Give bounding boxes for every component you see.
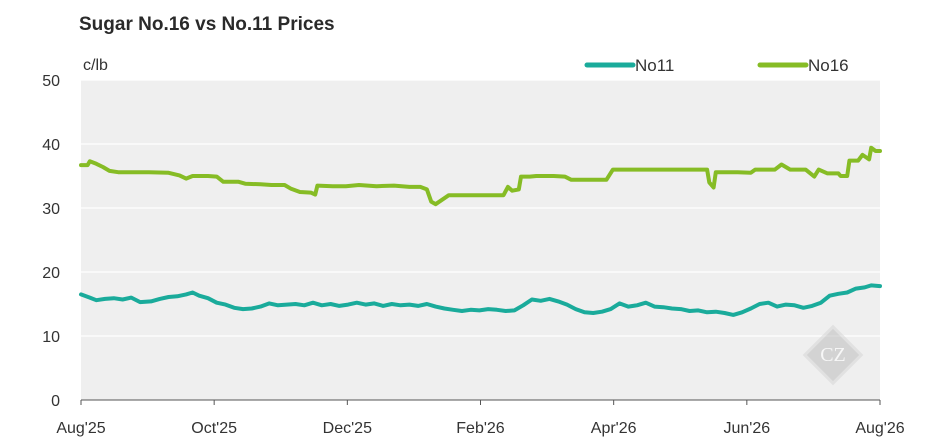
y-tick-label: 50 xyxy=(42,73,60,90)
cz-logo-watermark: CZ xyxy=(802,324,864,386)
x-tick-label: Oct'25 xyxy=(191,420,237,437)
chart-title: Sugar No.16 vs No.11 Prices xyxy=(79,14,335,35)
x-tick-label: Jun'26 xyxy=(724,420,771,437)
legend: No11 No16 xyxy=(584,56,849,75)
x-tick-label: Aug'25 xyxy=(56,420,105,437)
y-tick-label: 30 xyxy=(42,201,60,218)
series-lines xyxy=(79,145,882,317)
y-tick-label: 40 xyxy=(42,137,60,154)
x-tick-label: Dec'25 xyxy=(323,420,372,437)
series-line-no11 xyxy=(79,283,882,317)
y-tick-label: 0 xyxy=(51,393,60,410)
y-tick-label: 10 xyxy=(42,329,60,346)
svg-text:CZ: CZ xyxy=(820,344,846,366)
x-tick-label: Aug'26 xyxy=(855,420,904,437)
series-line-no16 xyxy=(79,145,882,207)
legend-label-no16: No16 xyxy=(808,56,849,75)
plot-background xyxy=(81,80,880,400)
gridlines xyxy=(81,79,880,337)
legend-label-no11: No11 xyxy=(635,56,674,75)
y-tick-label: 20 xyxy=(42,265,60,282)
axes: 0 10 20 30 40 50 Aug'25 Oct'25 Dec'25 Feb'26 Apr'2… xyxy=(42,73,905,437)
x-tick-label: Apr'26 xyxy=(591,420,637,437)
x-tick-label: Feb'26 xyxy=(456,420,505,437)
y-axis-unit-label: c/lb xyxy=(83,57,108,74)
